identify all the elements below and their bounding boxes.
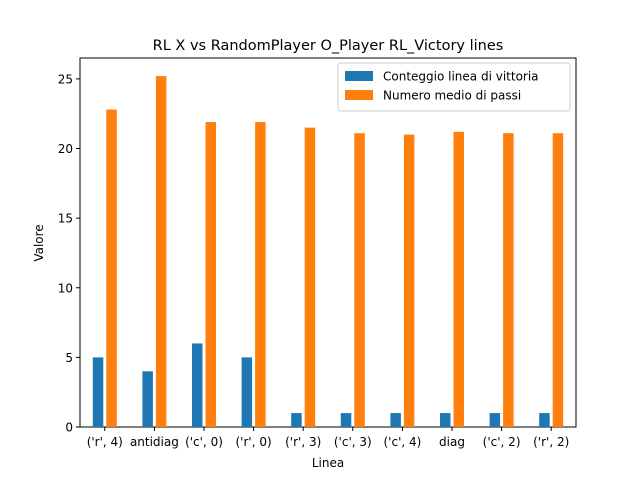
- bar: [340, 413, 352, 427]
- bar: [155, 76, 167, 428]
- x-axis-label: Linea: [312, 456, 344, 470]
- x-tick-label: ('c', 3): [334, 435, 372, 449]
- y-tick-label: 20: [58, 142, 73, 156]
- bar: [192, 343, 203, 427]
- x-axis: ('r', 4) antidiag ('c', 0) ('r', 0) ('r', 3)…: [87, 427, 569, 449]
- legend: Conteggio linea di vittoria Numero medio …: [337, 62, 571, 112]
- bar: [440, 413, 451, 427]
- y-tick-label: 0: [65, 421, 73, 435]
- plot-frame: [79, 57, 577, 428]
- bars-group: [92, 76, 564, 428]
- y-tick-label: 5: [65, 351, 73, 365]
- bar: [304, 127, 316, 427]
- x-tick-label: ('r', 4): [87, 435, 123, 449]
- bar: [291, 413, 302, 427]
- bar: [552, 133, 564, 428]
- chart-title: RL X vs RandomPlayer O_Player RL_Victory…: [153, 38, 504, 54]
- bar: [142, 371, 153, 427]
- legend-label: Numero medio di passi: [383, 89, 521, 103]
- y-tick-label: 25: [58, 72, 73, 86]
- bar: [255, 122, 266, 428]
- plot-area: [79, 57, 577, 428]
- x-tick-label: ('c', 2): [483, 435, 521, 449]
- bar: [453, 131, 464, 428]
- legend-box: [337, 62, 571, 112]
- x-tick-label: ('r', 0): [236, 435, 272, 449]
- bar: [241, 357, 253, 427]
- bar: [92, 357, 104, 427]
- x-tick-label: antidiag: [130, 435, 179, 449]
- x-tick-label: ('c', 4): [383, 435, 421, 449]
- legend-swatch: [345, 90, 373, 100]
- y-tick-label: 10: [58, 281, 73, 295]
- bar: [354, 133, 365, 428]
- x-tick-label: ('r', 2): [533, 435, 569, 449]
- x-tick-label: ('c', 0): [185, 435, 223, 449]
- bar: [539, 413, 550, 427]
- legend-label: Conteggio linea di vittoria: [383, 70, 539, 84]
- bar: [403, 134, 415, 427]
- x-tick-label: diag: [439, 435, 465, 449]
- bar: [489, 413, 501, 427]
- legend-swatch: [345, 71, 373, 81]
- bar: [106, 109, 117, 427]
- y-axis-label: Valore: [32, 224, 46, 261]
- bar: [205, 122, 216, 428]
- bar: [390, 413, 401, 427]
- y-tick-label: 15: [58, 212, 73, 226]
- bar: [503, 133, 514, 428]
- x-tick-label: ('r', 3): [285, 435, 321, 449]
- y-axis: 0 5 10 15 20 25: [58, 72, 80, 435]
